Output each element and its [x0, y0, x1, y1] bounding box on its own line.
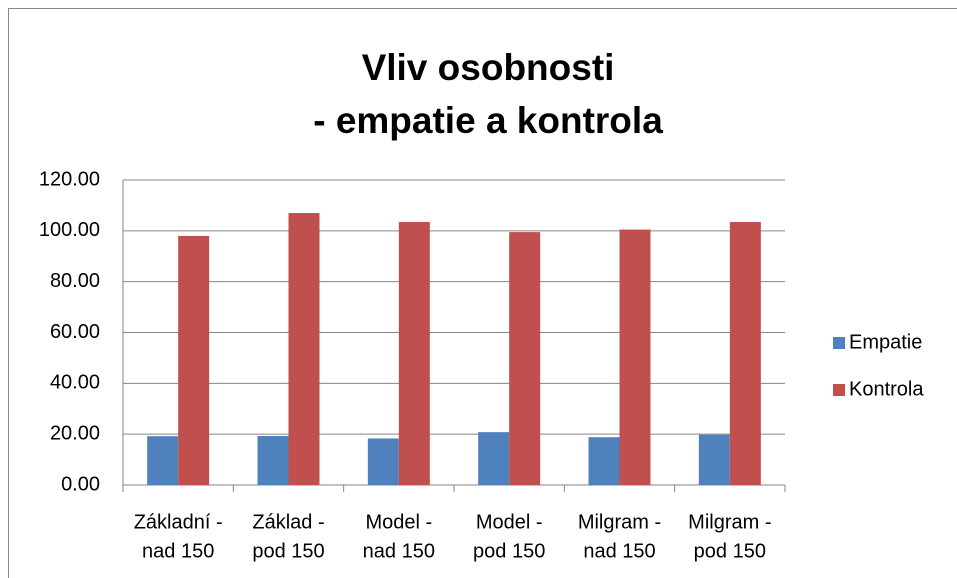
- x-tick-label: nad 150: [363, 540, 435, 562]
- bar: [729, 221, 761, 485]
- bar: [257, 435, 289, 485]
- y-tick-label: 40.00: [50, 372, 100, 394]
- chart-title: Vliv osobnosti: [362, 47, 615, 88]
- x-tick-label: Milgram -: [578, 511, 661, 533]
- x-tick-label: Model -: [476, 511, 543, 533]
- x-tick-label: nad 150: [583, 540, 655, 562]
- y-tick-label: 60.00: [50, 321, 100, 343]
- bar: [367, 438, 399, 485]
- y-tick-label: 20.00: [50, 422, 100, 444]
- x-tick-label: pod 150: [694, 540, 766, 562]
- legend-label: Kontrola: [849, 378, 924, 400]
- x-tick-label: Milgram -: [688, 511, 771, 533]
- bar: [588, 437, 620, 485]
- y-tick-label: 80.00: [50, 270, 100, 292]
- x-tick-label: pod 150: [252, 540, 324, 562]
- legend-label: Empatie: [849, 331, 922, 353]
- bar: [619, 229, 651, 485]
- x-tick-label: Model -: [365, 511, 432, 533]
- x-tick-label: Základní -: [134, 511, 223, 533]
- bar: [178, 235, 210, 485]
- chart-title: - empatie a kontrola: [313, 100, 663, 141]
- y-tick-label: 120.00: [39, 168, 100, 190]
- legend-swatch: [833, 384, 845, 396]
- bar: [478, 432, 510, 485]
- bar: [147, 436, 179, 485]
- x-tick-label: nad 150: [142, 540, 214, 562]
- x-tick-label: Základ -: [252, 511, 324, 533]
- bar: [288, 213, 320, 485]
- bar: [698, 434, 730, 485]
- legend-swatch: [833, 337, 845, 349]
- bar: [509, 232, 541, 485]
- x-tick-label: pod 150: [473, 540, 545, 562]
- y-tick-label: 0.00: [61, 473, 100, 495]
- bar: [398, 221, 430, 485]
- y-tick-label: 100.00: [39, 219, 100, 241]
